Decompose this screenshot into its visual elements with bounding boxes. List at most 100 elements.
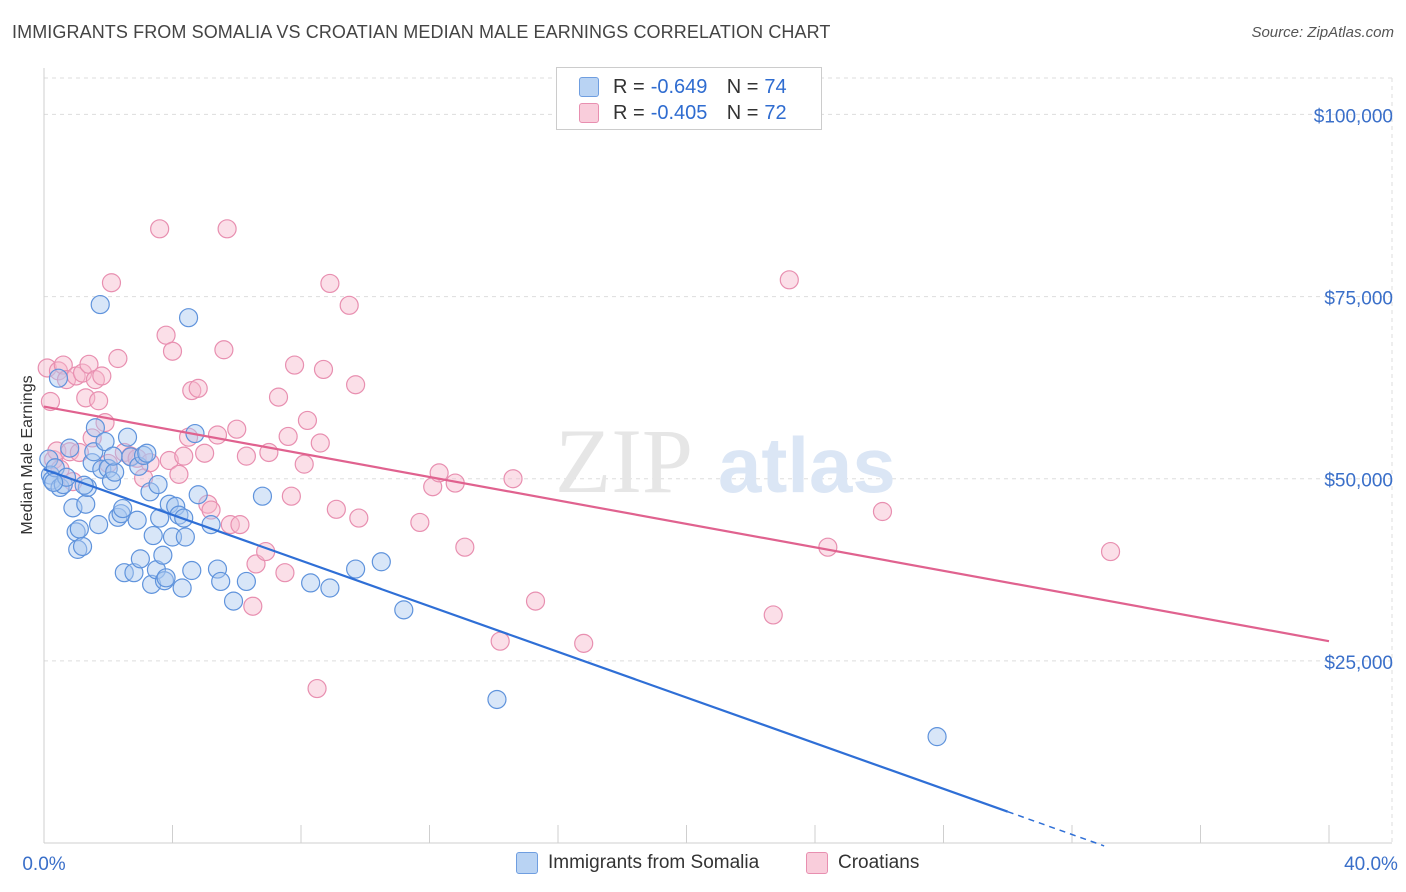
croatians-point — [349, 508, 369, 528]
r-label: R = — [613, 101, 645, 124]
somalia-point — [90, 294, 110, 315]
croatians-point — [159, 450, 179, 471]
somalia-point — [117, 427, 138, 447]
croatians-point — [275, 563, 295, 583]
croatians-point — [763, 605, 783, 625]
chart-title: IMMIGRANTS FROM SOMALIA VS CROATIAN MEDI… — [12, 22, 831, 42]
somalia-point — [85, 418, 106, 438]
croatians-point — [195, 443, 215, 463]
croatians-point — [307, 678, 327, 699]
somalia-point — [63, 498, 83, 518]
n-label: N = — [726, 75, 759, 98]
croatians-point — [779, 270, 799, 290]
croatians-point — [818, 537, 838, 557]
r-value: -0.405 — [650, 101, 708, 124]
somalia-point — [320, 578, 340, 598]
stats-legend: R = -0.649 N = 74 R = -0.405 N = 72 — [556, 67, 822, 130]
croatians-point — [320, 273, 340, 294]
somalia-point — [76, 494, 96, 514]
croatians-point — [297, 410, 318, 431]
legend-row-somalia: R = -0.649 N = 74 — [579, 75, 787, 99]
somalia-trend-line — [43, 468, 1009, 813]
somalia-trend-extension — [1007, 810, 1105, 847]
somalia-swatch — [516, 852, 538, 874]
bottom-legend-croatians: Croatians — [806, 852, 919, 874]
somalia-point — [223, 591, 244, 611]
watermark-zip: ZIP — [555, 410, 693, 512]
somalia-point — [182, 560, 202, 581]
somalia-point — [150, 508, 170, 528]
x-tick-label: 40.0% — [1344, 854, 1398, 875]
croatians-point — [201, 500, 221, 520]
croatians-point — [268, 387, 289, 407]
somalia-point — [48, 368, 69, 388]
croatians-point — [872, 501, 893, 522]
somalia-point — [394, 600, 414, 620]
croatians-swatch — [806, 852, 828, 874]
somalia-point — [211, 571, 231, 592]
croatians-point — [574, 633, 594, 653]
somalia-point — [89, 515, 109, 535]
croatians-point — [108, 348, 128, 369]
somalia-point — [153, 545, 173, 565]
watermark-atlas: atlas — [718, 421, 896, 509]
croatians-point — [227, 419, 247, 439]
croatians-point — [503, 469, 523, 489]
trend-lines — [43, 405, 1330, 847]
croatians-point — [310, 433, 330, 453]
axes — [43, 68, 1392, 844]
croatians-point — [188, 378, 208, 398]
somalia-point — [346, 559, 366, 579]
somalia-point — [188, 485, 208, 505]
croatians-point — [346, 375, 366, 395]
somalia-point — [137, 443, 157, 463]
somalia-point — [114, 563, 134, 583]
bottom-legend-somalia: Immigrants from Somalia — [516, 852, 759, 874]
croatians-point — [410, 512, 430, 533]
n-label: N = — [726, 101, 759, 124]
somalia-point — [252, 486, 273, 506]
croatians-point — [56, 370, 77, 390]
somalia-point — [103, 446, 123, 466]
somalia-point — [130, 549, 150, 569]
somalia-point — [143, 525, 163, 546]
somalia-point — [487, 689, 507, 710]
somalia-point — [178, 308, 199, 328]
y-tick-label: $25,000 — [1324, 653, 1393, 674]
somalia-legend-label: Immigrants from Somalia — [548, 852, 760, 873]
croatians-point — [339, 295, 359, 315]
somalia-point — [927, 727, 947, 747]
croatians-point — [214, 340, 234, 360]
somalia-point — [72, 536, 93, 557]
somalia-point — [98, 458, 118, 479]
croatians-point — [278, 426, 298, 447]
x-tick-label: 0.0% — [22, 854, 65, 875]
somalia-point — [301, 573, 321, 593]
source-label: Source: ZipAtlas.com — [1251, 24, 1394, 41]
croatians-points — [37, 219, 1121, 699]
n-value: 72 — [764, 101, 787, 124]
somalia-point — [105, 462, 125, 482]
croatians-point — [281, 486, 301, 506]
legend-row-croatians: R = -0.405 N = 72 — [579, 101, 787, 125]
somalia-point — [172, 578, 192, 598]
croatians-point — [525, 591, 546, 611]
croatians-point — [1100, 541, 1121, 562]
somalia-point — [236, 571, 256, 592]
croatians-point — [455, 537, 475, 557]
croatians-point — [294, 454, 314, 474]
somalia-swatch — [579, 77, 599, 97]
croatians-point — [89, 391, 109, 411]
croatians-point — [92, 366, 112, 386]
somalia-point — [60, 438, 80, 458]
croatians-point — [243, 596, 263, 616]
croatians-point — [326, 499, 346, 519]
y-tick-label: $75,000 — [1324, 289, 1393, 310]
somalia-point — [69, 519, 89, 539]
croatians-point — [162, 341, 183, 361]
croatians-point — [490, 631, 510, 651]
somalia-point — [207, 559, 228, 579]
somalia-point — [371, 552, 391, 572]
somalia-point — [95, 431, 115, 452]
croatians-trend-line — [43, 405, 1330, 643]
